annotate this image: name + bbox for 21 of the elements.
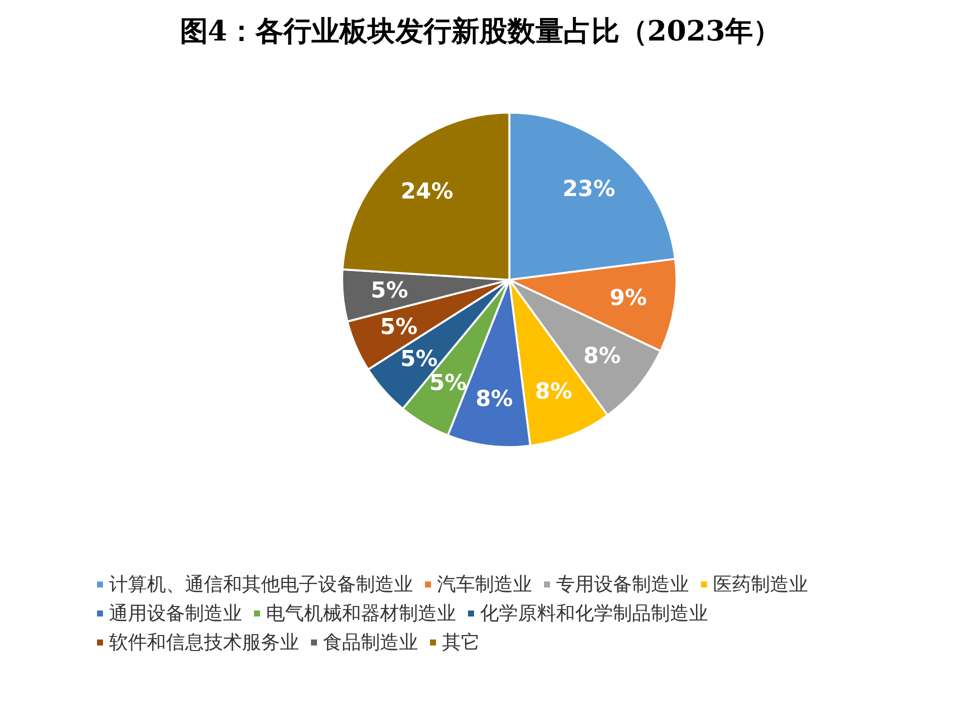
- legend-label: 汽车制造业: [437, 574, 532, 596]
- legend-label: 医药制造业: [713, 574, 808, 596]
- data-label: 8%: [583, 344, 621, 370]
- legend-label: 电气机械和器材制造业: [266, 602, 456, 624]
- chart-title: 图4：各行业板块发行新股数量占比（2023年）: [180, 14, 782, 48]
- legend-label: 化学原料和化学制品制造业: [480, 602, 708, 624]
- data-label: 24%: [400, 180, 454, 205]
- data-label: 23%: [562, 177, 616, 202]
- data-label: 5%: [380, 315, 418, 340]
- data-label: 9%: [610, 286, 647, 312]
- data-label: 8%: [476, 386, 513, 412]
- legend-label: 软件和信息技术服务业: [109, 632, 299, 654]
- data-label: 5%: [400, 347, 438, 372]
- legend-label: 其它: [442, 632, 480, 654]
- legend-label: 计算机、通信和其他电子设备制造业: [109, 574, 413, 596]
- legend-label: 专用设备制造业: [556, 574, 689, 596]
- legend-label: 食品制造业: [323, 632, 418, 654]
- data-label: 5%: [370, 278, 408, 304]
- data-label: 5%: [429, 371, 467, 396]
- legend-label: 通用设备制造业: [109, 602, 242, 624]
- data-label: 8%: [534, 379, 572, 404]
